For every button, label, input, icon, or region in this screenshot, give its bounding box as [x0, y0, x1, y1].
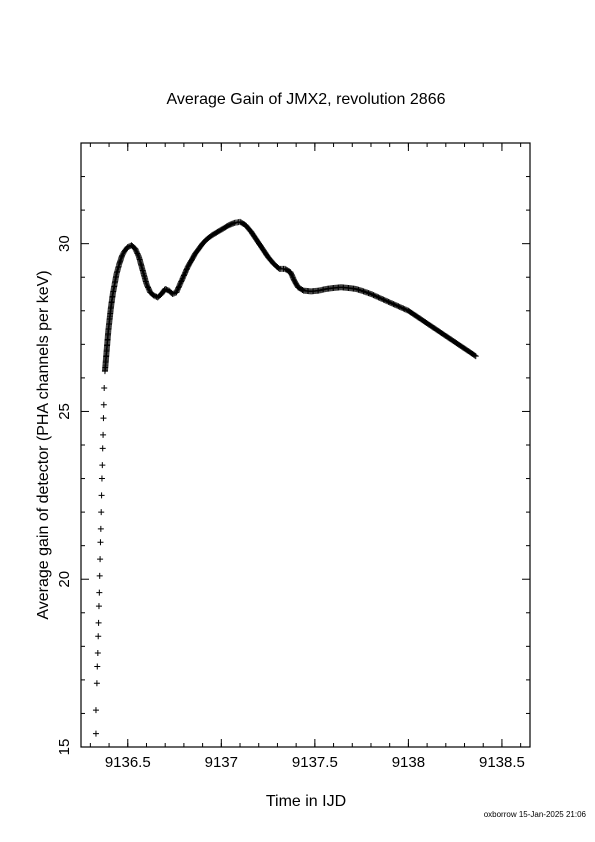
data-points [92, 218, 479, 737]
data-point [95, 633, 102, 640]
data-point [100, 415, 107, 422]
data-point [99, 445, 106, 452]
x-tick-label: 9138 [392, 754, 425, 771]
data-point [100, 401, 107, 408]
data-point [93, 680, 100, 687]
data-point [96, 572, 103, 579]
data-point [98, 475, 105, 482]
data-point [99, 462, 106, 469]
y-tick-label: 20 [56, 571, 73, 588]
data-point [96, 589, 103, 596]
data-point [471, 352, 478, 359]
x-tick-label: 9137 [205, 754, 238, 771]
data-point [95, 619, 102, 626]
data-point [119, 251, 126, 258]
x-tick-label: 9138.5 [479, 754, 525, 771]
footer-stamp: oxborrow 15-Jan-2025 21:06 [484, 810, 587, 819]
data-point [97, 525, 104, 532]
y-tick-label: 15 [56, 739, 73, 756]
y-tick-label: 30 [56, 235, 73, 252]
x-tick-label: 9137.5 [292, 754, 338, 771]
data-point [95, 603, 102, 610]
data-point [97, 556, 104, 563]
data-point [94, 663, 101, 670]
data-point [97, 539, 104, 546]
data-point [119, 252, 126, 259]
y-axis-label: Average gain of detector (PHA channels p… [35, 270, 52, 619]
data-point [98, 509, 105, 516]
data-point [92, 707, 99, 714]
x-tick-label: 9136.5 [105, 754, 151, 771]
data-point [100, 431, 107, 438]
y-tick-label: 25 [56, 403, 73, 420]
plot-frame [80, 142, 531, 748]
data-point [98, 492, 105, 499]
data-point [92, 730, 99, 737]
data-point [120, 249, 127, 256]
data-point [101, 384, 108, 391]
chart-title: Average Gain of JMX2, revolution 2866 [167, 91, 446, 108]
x-axis-label: Time in IJD [266, 793, 346, 810]
data-point [472, 353, 479, 360]
axis-ticks: 9136.5 9137 9137.5 9138 9138.5 15 20 25 30 [56, 143, 530, 771]
data-point [94, 650, 101, 657]
